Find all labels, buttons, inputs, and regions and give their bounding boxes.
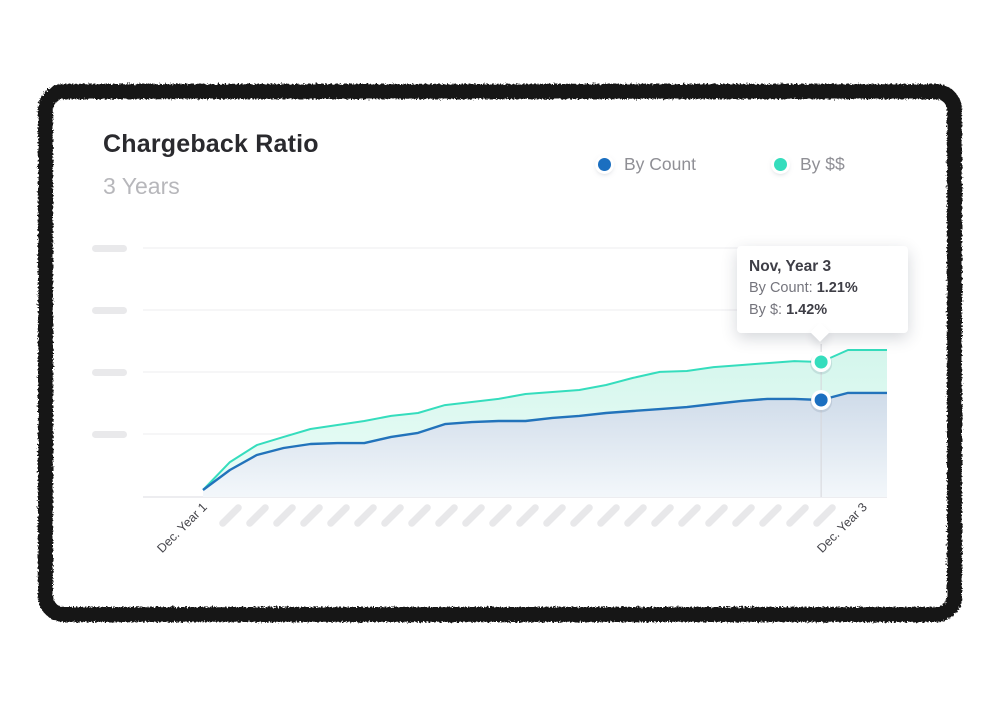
sketch-border-frame — [38, 84, 962, 622]
marker-dot-icon — [814, 393, 828, 407]
by-dollars-legend-dot-icon — [774, 158, 787, 171]
tooltip-row-by-count: By Count: 1.21% — [749, 278, 896, 300]
y-tick-placeholder — [92, 306, 127, 314]
marker-dot-icon — [814, 355, 828, 369]
hover-tooltip: Nov, Year 3 By Count: 1.21% By $: 1.42% — [737, 246, 908, 333]
chart-card — [53, 99, 947, 607]
legend-label-by-count: By Count — [624, 154, 696, 174]
tooltip-value-by-dollar: 1.42% — [786, 301, 828, 318]
tooltip-label-by-count: By Count: — [749, 280, 813, 296]
tooltip-title: Nov, Year 3 — [749, 258, 832, 275]
by-count-legend-dot-icon — [598, 158, 611, 171]
by-dollars-line — [202, 349, 887, 491]
legend-label-by-dollars: By $$ — [800, 154, 845, 174]
tooltip-value-by-count: 1.21% — [816, 280, 858, 296]
by-dollars-hover-marker[interactable] — [810, 351, 833, 375]
page-subtitle: 3 Years — [103, 173, 180, 199]
legend-item-by-count[interactable]: By Count — [598, 154, 696, 175]
legend-item-by-dollars[interactable]: By $$ — [774, 154, 845, 175]
page-title: Chargeback Ratio — [103, 130, 319, 158]
y-tick-placeholder — [92, 368, 127, 376]
tooltip-label-by-dollar: By $: — [749, 301, 783, 318]
by-count-line — [202, 391, 887, 491]
y-tick-placeholder — [92, 430, 127, 438]
y-tick-placeholder — [92, 244, 127, 252]
by-count-area — [203, 392, 887, 497]
by-count-hover-marker[interactable] — [810, 390, 833, 413]
tooltip-row-by-dollar: By $: 1.42% — [749, 300, 896, 322]
